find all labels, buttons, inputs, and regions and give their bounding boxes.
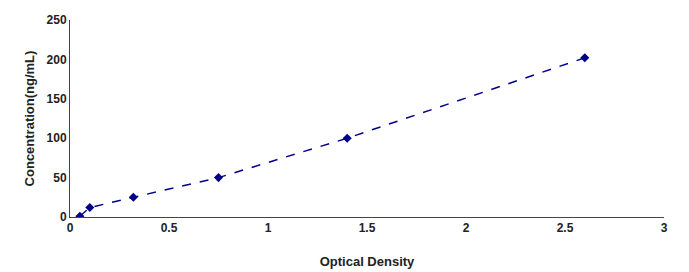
svg-text:0: 0	[60, 210, 67, 224]
svg-text:50: 50	[53, 171, 67, 185]
svg-text:0.5: 0.5	[161, 221, 178, 235]
svg-text:0: 0	[67, 221, 74, 235]
svg-text:Optical Density: Optical Density	[320, 254, 415, 269]
svg-text:2.5: 2.5	[557, 221, 574, 235]
svg-text:200: 200	[47, 53, 67, 67]
svg-text:3: 3	[661, 221, 668, 235]
svg-text:100: 100	[47, 131, 67, 145]
svg-text:2: 2	[463, 221, 470, 235]
svg-text:250: 250	[47, 13, 67, 27]
svg-text:1.5: 1.5	[359, 221, 376, 235]
svg-text:150: 150	[47, 92, 67, 106]
svg-text:Concentration(ng/mL): Concentration(ng/mL)	[22, 51, 37, 187]
svg-text:1: 1	[265, 221, 272, 235]
